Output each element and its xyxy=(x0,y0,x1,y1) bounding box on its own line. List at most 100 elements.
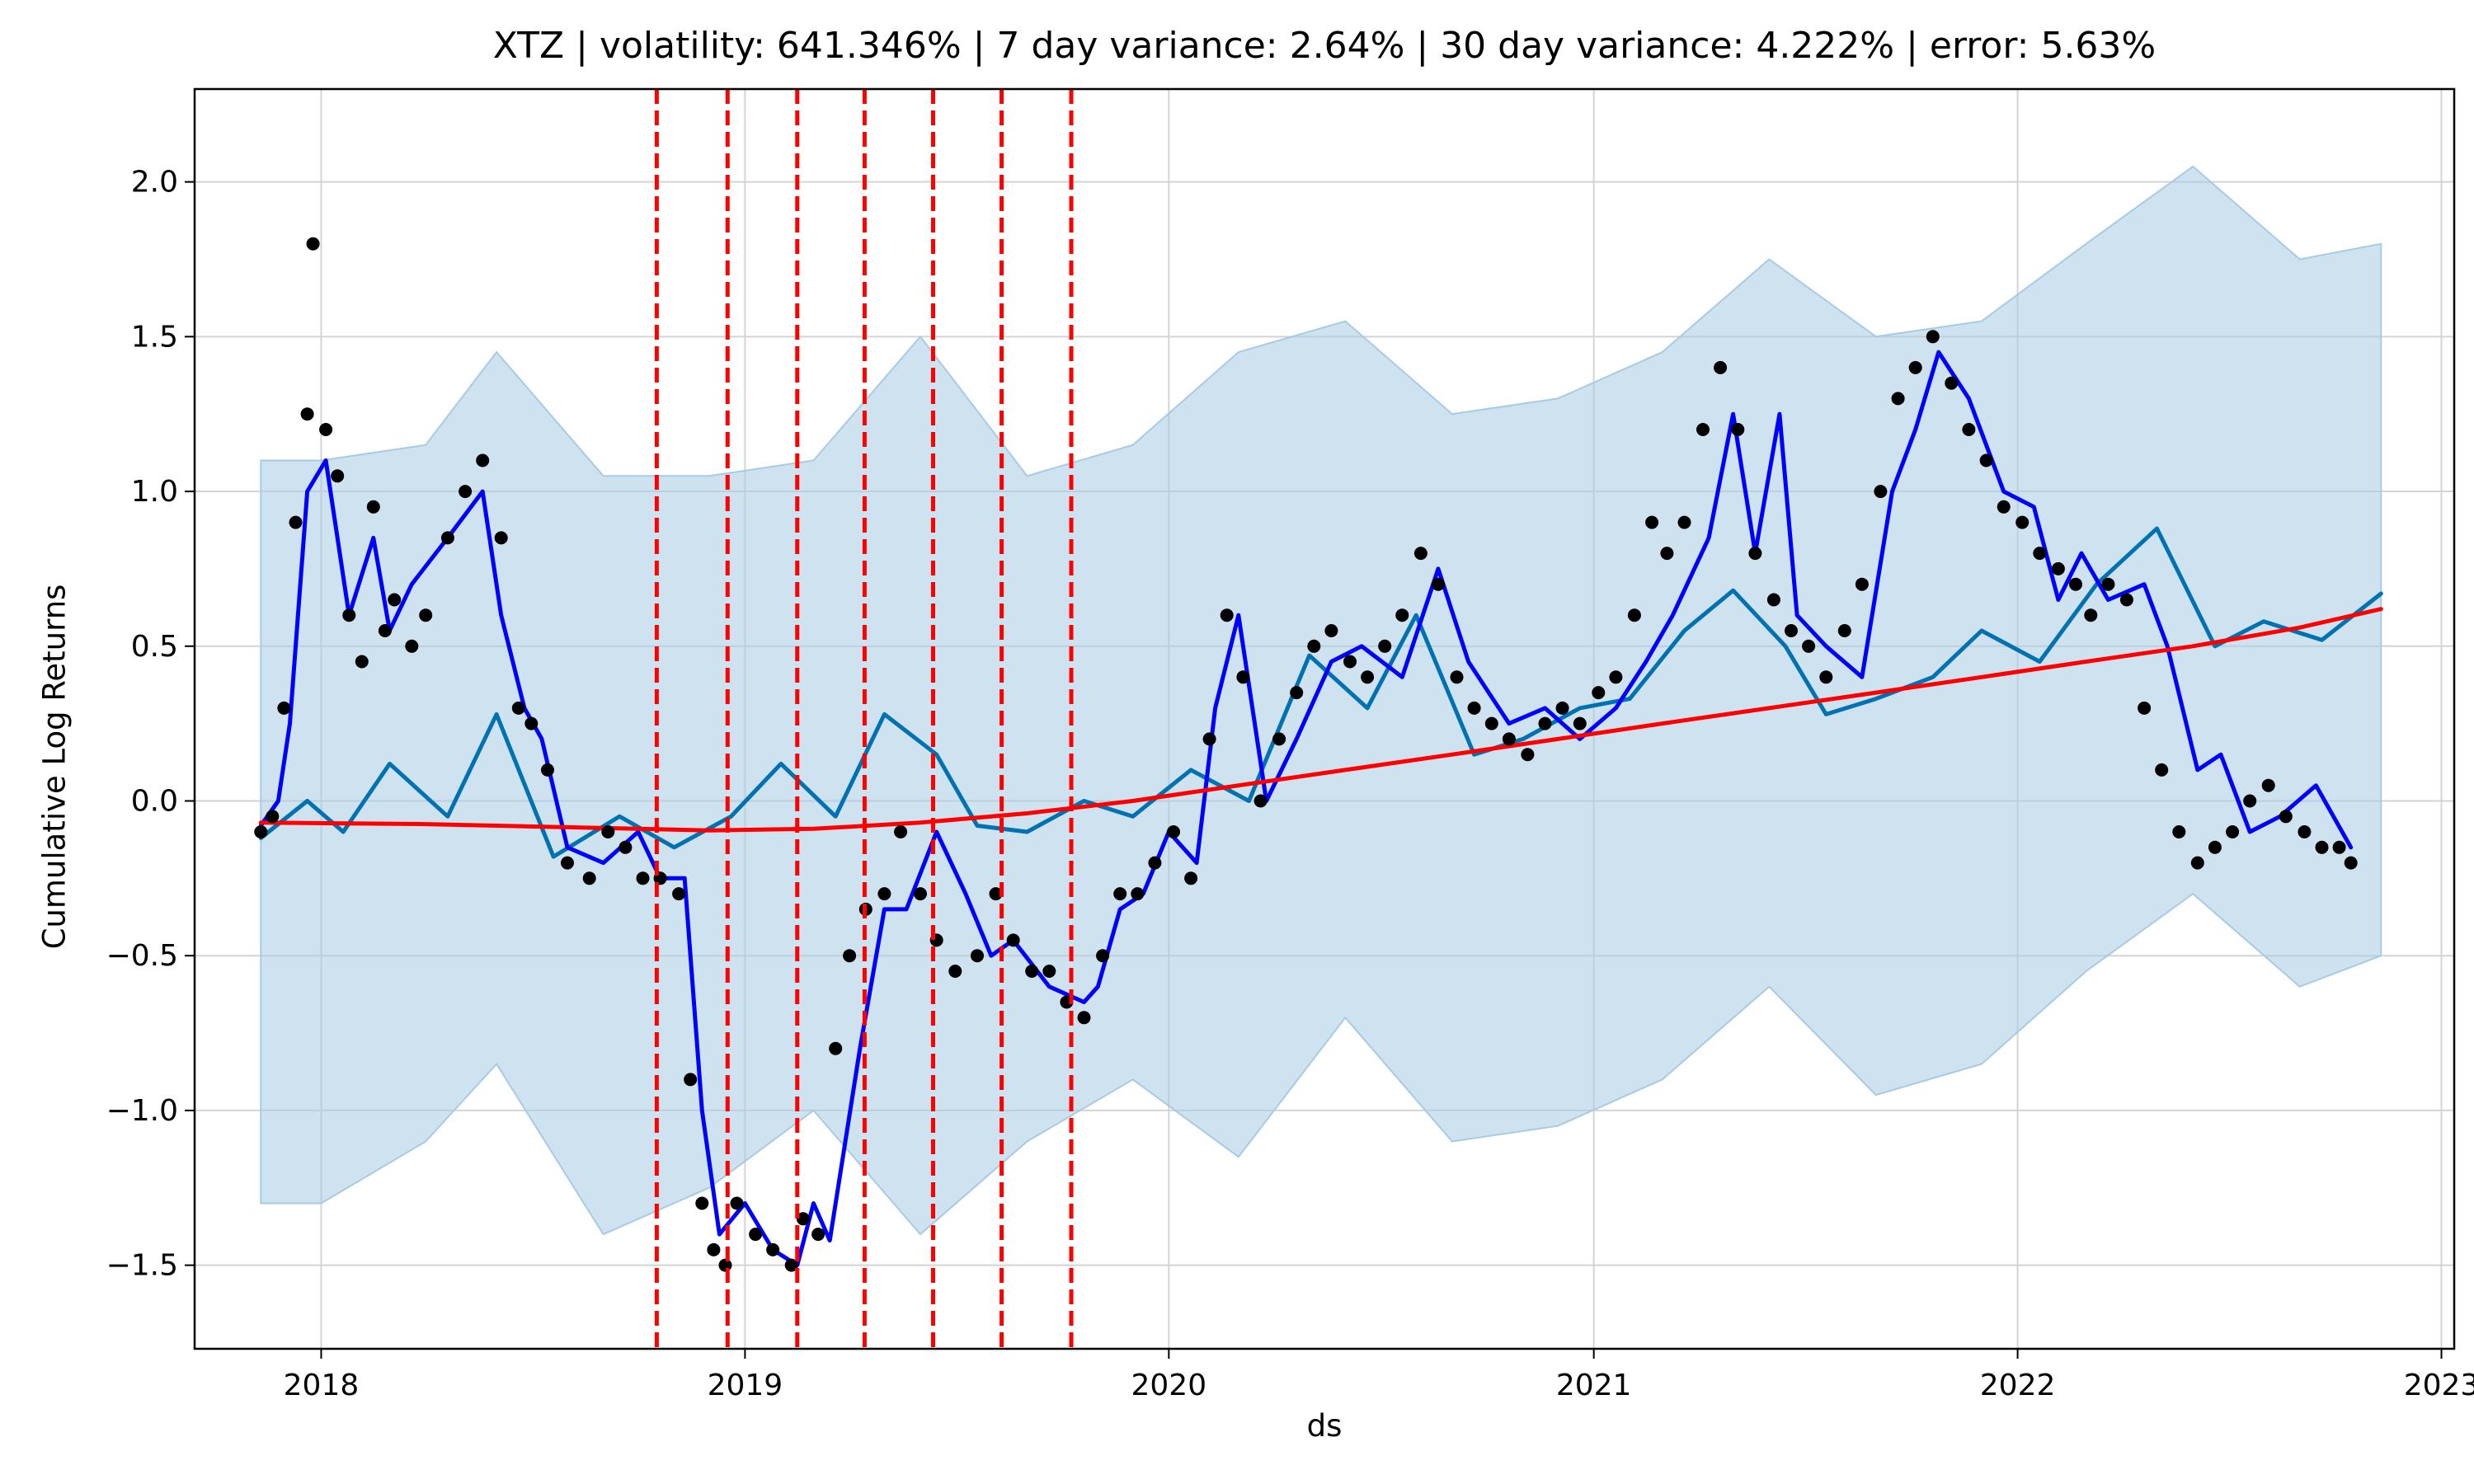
y-tick-label: 1.0 xyxy=(131,475,178,509)
x-tick-label: 2022 xyxy=(1980,1369,2056,1402)
observed-point xyxy=(914,887,927,901)
observed-point xyxy=(2243,794,2257,808)
observed-point xyxy=(1113,887,1127,901)
observed-point xyxy=(2015,515,2030,529)
observed-point xyxy=(1592,686,1606,700)
observed-point xyxy=(2279,810,2293,824)
observed-point xyxy=(1253,794,1268,808)
y-tick-label: 0.0 xyxy=(131,784,178,818)
observed-point xyxy=(1677,515,1691,529)
observed-point xyxy=(1432,577,1445,591)
observed-point xyxy=(1696,423,1710,436)
observed-point xyxy=(2344,856,2358,870)
observed-point xyxy=(1361,670,1375,684)
observed-point xyxy=(494,531,508,545)
observed-point xyxy=(1131,887,1145,901)
observed-point xyxy=(1290,686,1304,700)
observed-point xyxy=(1802,639,1816,653)
observed-point xyxy=(1450,670,1464,684)
observed-point xyxy=(561,856,574,870)
observed-point xyxy=(2101,577,2115,591)
observed-point xyxy=(730,1196,744,1210)
observed-point xyxy=(2315,840,2329,854)
observed-point xyxy=(405,639,419,653)
observed-point xyxy=(2069,577,2082,591)
observed-point xyxy=(796,1212,810,1226)
observed-point xyxy=(877,887,891,901)
plot-frame xyxy=(193,87,2456,1350)
y-tick-label: 0.5 xyxy=(131,630,178,664)
observed-point xyxy=(388,593,402,607)
y-tick-label: 2.0 xyxy=(131,166,178,200)
observed-point xyxy=(1307,639,1321,653)
forecast-line xyxy=(258,350,2354,1268)
observed-point xyxy=(1148,856,1162,870)
observed-point xyxy=(1184,871,1198,885)
observed-point xyxy=(2033,547,2047,561)
observed-point xyxy=(829,1041,843,1055)
observed-point xyxy=(541,763,554,777)
observed-point xyxy=(948,965,962,978)
observed-point xyxy=(524,716,539,730)
observed-point xyxy=(582,871,596,885)
observed-point xyxy=(459,485,473,499)
observed-point xyxy=(476,453,490,467)
observed-point xyxy=(2119,593,2133,607)
observed-point xyxy=(1042,965,1056,978)
observed-point xyxy=(1484,716,1498,730)
observed-point xyxy=(300,407,314,421)
observed-point xyxy=(1855,577,1869,591)
observed-point xyxy=(707,1242,721,1256)
observed-point xyxy=(1891,392,1905,406)
observed-point xyxy=(2051,561,2065,575)
observed-point xyxy=(1837,624,1851,637)
x-axis-label: ds xyxy=(1306,1408,1343,1444)
observed-point xyxy=(684,1073,698,1087)
observed-point xyxy=(971,949,984,963)
observed-point xyxy=(1413,547,1427,561)
observed-point xyxy=(1748,547,1762,561)
observed-point xyxy=(1096,949,1110,963)
observed-point xyxy=(254,825,268,838)
observed-point xyxy=(695,1196,709,1210)
observed-point xyxy=(440,531,454,545)
observed-point xyxy=(1467,701,1481,715)
observed-point xyxy=(843,949,857,963)
observed-point xyxy=(811,1228,825,1242)
y-tick-label: −1.5 xyxy=(106,1249,178,1283)
observed-point xyxy=(1997,500,2011,514)
observed-point xyxy=(1908,360,1922,374)
observed-point xyxy=(2298,825,2312,838)
observed-point xyxy=(1766,593,1780,607)
observed-point xyxy=(355,655,369,669)
x-tick-label: 2020 xyxy=(1131,1369,1207,1402)
observed-point xyxy=(342,608,356,622)
observed-point xyxy=(319,423,333,436)
observed-point xyxy=(894,825,908,838)
x-tick-label: 2023 xyxy=(2404,1369,2474,1402)
observed-point xyxy=(1785,624,1798,637)
observed-point xyxy=(289,515,303,529)
observed-point xyxy=(378,624,392,637)
observed-point xyxy=(277,701,291,715)
observed-point xyxy=(2332,840,2346,854)
observed-point xyxy=(1945,376,1959,390)
y-tick-label: −0.5 xyxy=(106,939,178,973)
observed-point xyxy=(1006,933,1020,947)
observed-point xyxy=(419,608,433,622)
observed-point xyxy=(2261,778,2275,792)
observed-point xyxy=(1202,732,1216,746)
observed-point xyxy=(1962,423,1976,436)
observed-point xyxy=(2226,825,2240,838)
observed-point xyxy=(749,1228,763,1242)
observed-point xyxy=(511,701,525,715)
observed-point xyxy=(1645,515,1659,529)
observed-point xyxy=(1714,360,1728,374)
observed-point xyxy=(618,840,633,854)
observed-point xyxy=(1502,732,1516,746)
observed-point xyxy=(1555,701,1569,715)
observed-point xyxy=(2084,608,2098,622)
observed-point xyxy=(2208,840,2222,854)
